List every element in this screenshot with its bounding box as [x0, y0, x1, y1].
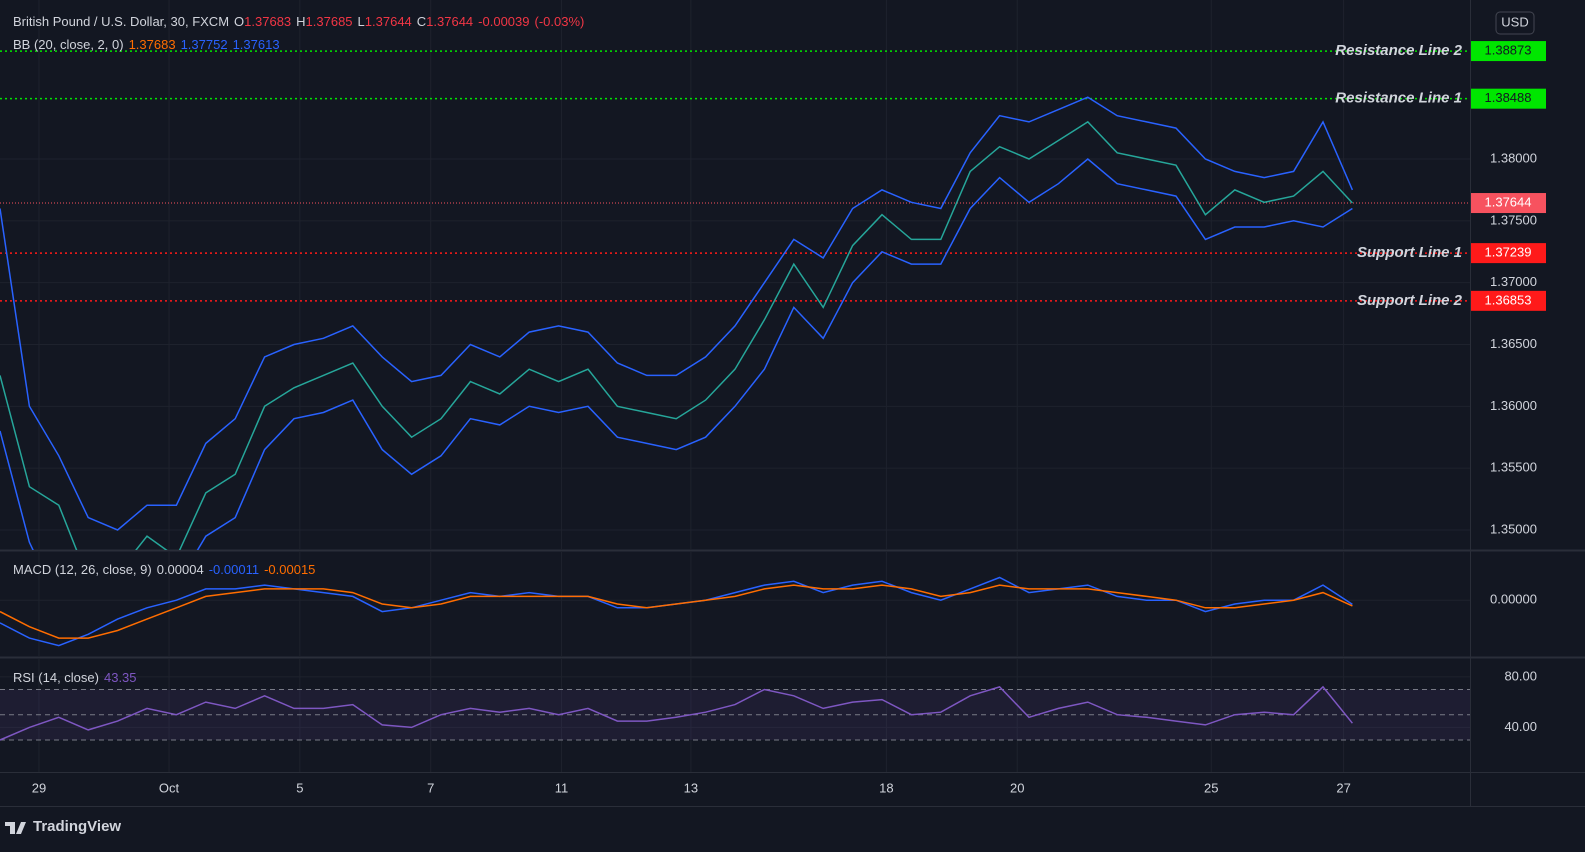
- y-tick-label: 1.36500: [1490, 336, 1537, 351]
- indicator-value: 0.00004: [156, 562, 204, 577]
- currency-box[interactable]: [1495, 11, 1535, 35]
- ohlc-label: O: [234, 14, 245, 29]
- change-value: -0.00039: [478, 14, 530, 29]
- x-tick-label: 5: [296, 780, 303, 795]
- y-tick-label: 1.37500: [1490, 212, 1537, 227]
- y-tick-label: 1.37000: [1490, 274, 1537, 289]
- x-tick-label: 13: [684, 780, 698, 795]
- ohlc-label: L: [357, 14, 365, 29]
- last-price-label: 1.37644: [1485, 194, 1532, 209]
- series-line: [0, 685, 1353, 741]
- x-tick-label: 29: [32, 780, 46, 795]
- ohlc-value: 1.37644: [426, 14, 474, 29]
- y-tick-label: 0.00000: [1490, 592, 1537, 607]
- pane: [0, 0, 1470, 550]
- indicator-title: BB (20, close, 2, 0): [13, 37, 124, 52]
- pane: [0, 658, 1470, 772]
- ohlc-label: H: [296, 14, 306, 29]
- price-tag: [1471, 243, 1546, 264]
- indicator-value: -0.00011: [208, 562, 260, 577]
- y-tick-label: 80.00: [1504, 668, 1537, 683]
- legend-title: British Pound / U.S. Dollar, 30, FXCM: [13, 14, 230, 29]
- indicator-value: 1.37613: [232, 37, 280, 52]
- bb-legend: BB (20, close, 2, 0) 1.37683 1.37752 1.3761…: [13, 37, 285, 52]
- currency: USD: [1501, 14, 1528, 29]
- series-line: [0, 120, 1353, 550]
- price-tag: [1471, 290, 1546, 311]
- y-tick-label: 40.00: [1504, 719, 1537, 734]
- x-tick-label: 20: [1010, 780, 1024, 795]
- macd-legend: MACD (12, 26, close, 9) 0.00004 -0.00011 -0…: [13, 562, 320, 577]
- tradingview-logo: [5, 822, 26, 834]
- x-tick-label: 18: [879, 780, 893, 795]
- ohlc-value: 1.37685: [305, 14, 353, 29]
- y-tick-label: 1.35000: [1490, 521, 1537, 536]
- price-tag-label: 1.38488: [1485, 90, 1532, 105]
- pane: [0, 551, 1470, 657]
- annotation-label: Support Line 2: [1357, 292, 1463, 309]
- x-tick-label: 25: [1204, 780, 1218, 795]
- y-tick-label: 1.36000: [1490, 398, 1537, 413]
- price-tag: [1471, 88, 1546, 109]
- ohlc-label: C: [416, 14, 427, 29]
- price-tag-label: 1.36853: [1485, 292, 1532, 307]
- rsi-legend: RSI (14, close) 43.35: [13, 670, 142, 685]
- price-tag: [1471, 41, 1546, 62]
- symbol-legend: British Pound / U.S. Dollar, 30, FXCM O1.…: [13, 14, 589, 29]
- footer-brand: TradingView: [33, 818, 122, 835]
- ohlc-value: 1.37683: [244, 14, 292, 29]
- series-line: [0, 584, 1353, 639]
- price-tag-label: 1.38873: [1485, 43, 1532, 58]
- indicator-value: -0.00015: [264, 562, 316, 577]
- x-tick-label: 11: [555, 780, 569, 795]
- indicator-value: 43.35: [103, 670, 137, 685]
- change-percent: (-0.03%): [534, 14, 585, 29]
- annotation-label: Resistance Line 1: [1335, 90, 1462, 107]
- indicator-value: 1.37752: [180, 37, 228, 52]
- legend-title: MACD (12, 26, close, 9): [13, 562, 152, 577]
- x-tick-label: Oct: [159, 780, 180, 795]
- ohlc-value: 1.37644: [364, 14, 412, 29]
- legend-title: RSI (14, close): [13, 670, 99, 685]
- last-price-tag: [1471, 193, 1546, 214]
- annotation-label: Resistance Line 2: [1335, 42, 1462, 59]
- x-tick-label: 27: [1336, 780, 1350, 795]
- x-tick-label: 7: [427, 780, 434, 795]
- indicator-value: 1.37683: [128, 37, 176, 52]
- y-tick-label: 1.35500: [1490, 460, 1537, 475]
- y-tick-label: 1.38000: [1490, 150, 1537, 165]
- series-line: [0, 96, 1354, 531]
- series-line: [0, 158, 1353, 550]
- annotation-label: Support Line 1: [1357, 244, 1462, 261]
- price-tag-label: 1.37239: [1485, 245, 1532, 260]
